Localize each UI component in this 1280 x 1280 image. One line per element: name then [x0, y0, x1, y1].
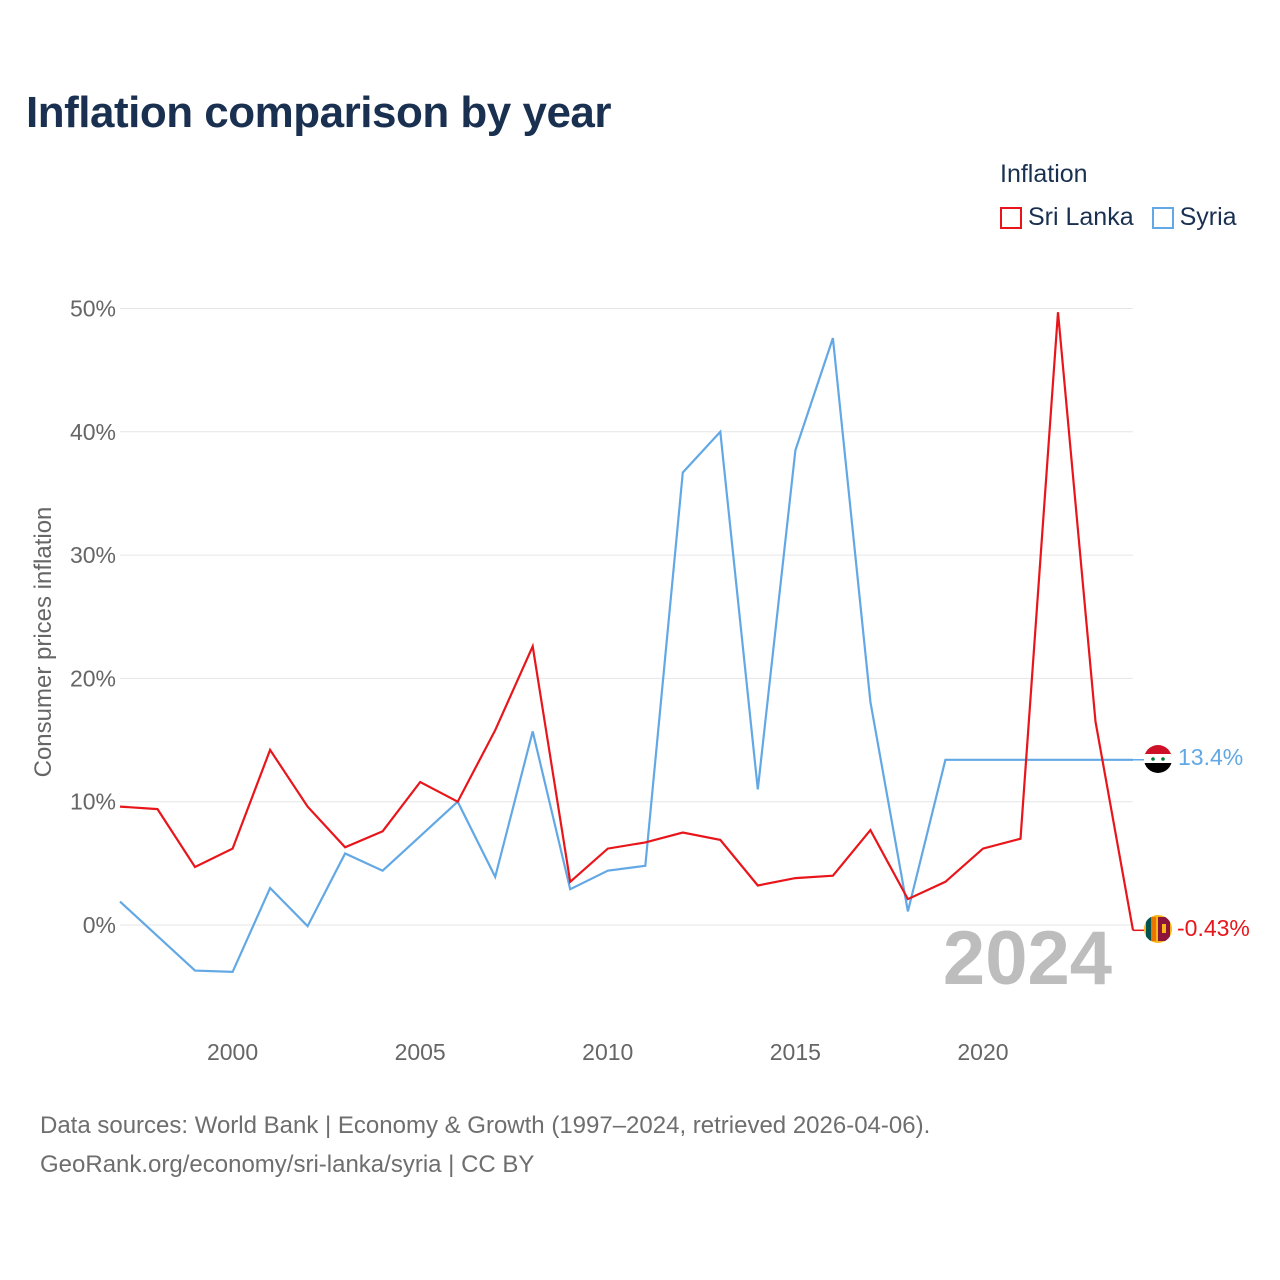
y-tick-label: 50%	[70, 296, 116, 322]
source-link[interactable]: GeoRank.org/economy/sri-lanka/syria | CC…	[40, 1151, 535, 1178]
legend-swatch-syria	[1151, 206, 1174, 229]
y-axis-ticks: 0% 10% 20% 30% 40% 50%	[70, 296, 116, 939]
grid-lines	[120, 308, 1133, 926]
series-lines	[119, 312, 1144, 974]
data-source-text: Data sources: World Bank | Economy & Gro…	[40, 1112, 931, 1139]
x-tick-label: 2015	[770, 1039, 821, 1065]
legend-swatch-sri-lanka	[1000, 206, 1022, 229]
legend-title: Inflation	[1000, 160, 1088, 188]
x-tick-label: 2020	[957, 1039, 1008, 1065]
legend-item-syria[interactable]: Syria	[1151, 203, 1237, 232]
legend-label-sri-lanka: Sri Lanka	[1028, 203, 1134, 231]
legend-label-syria: Syria	[1179, 203, 1237, 231]
end-label-sri-lanka: -0.43%	[1177, 915, 1250, 941]
y-axis-label: Consumer prices inflation	[30, 507, 57, 778]
x-axis-ticks: 2000 2005 2010 2015 2020	[207, 1039, 1009, 1065]
series-line-syria[interactable]	[119, 337, 1133, 974]
legend-item-sri-lanka[interactable]: Sri Lanka	[1000, 203, 1134, 232]
syria-flag-icon	[1144, 745, 1172, 773]
legend: Inflation Sri Lanka Syria	[1000, 160, 1255, 232]
footer: Data sources: World Bank | Economy & Gro…	[40, 1106, 930, 1184]
x-tick-label: 2005	[395, 1039, 446, 1065]
y-tick-label: 40%	[70, 419, 116, 445]
y-tick-label: 0%	[83, 912, 116, 938]
y-tick-label: 10%	[70, 789, 116, 815]
chart-title: Inflation comparison by year	[26, 88, 612, 137]
sri-lanka-flag-icon	[1144, 915, 1172, 943]
x-tick-label: 2010	[582, 1039, 633, 1065]
end-label-syria: 13.4%	[1178, 744, 1243, 770]
y-tick-label: 20%	[70, 665, 116, 691]
series-line-sri-lanka[interactable]	[119, 312, 1135, 931]
x-tick-label: 2000	[207, 1039, 258, 1065]
y-tick-label: 30%	[70, 542, 116, 568]
year-label: 2024	[943, 916, 1112, 1001]
